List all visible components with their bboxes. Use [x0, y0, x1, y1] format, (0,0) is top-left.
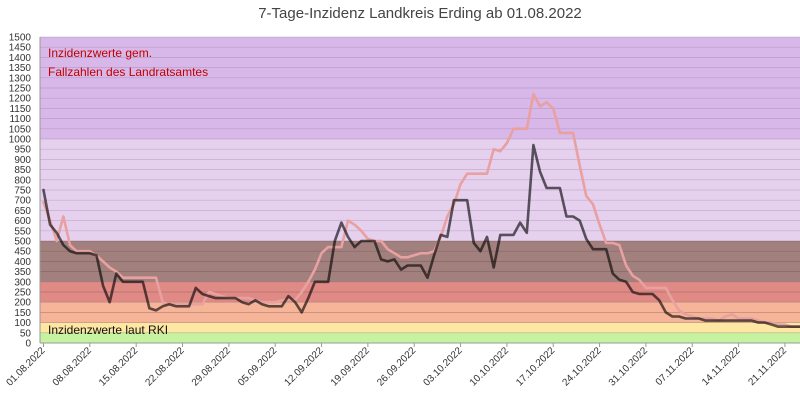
y-tick-label: 550: [14, 226, 31, 237]
x-tick-label: 07.11.2022: [654, 345, 697, 388]
y-tick-label: 50: [20, 328, 32, 339]
y-tick-label: 200: [14, 298, 31, 309]
x-tick-label: 01.08.2022: [4, 345, 47, 388]
y-tick-label: 1400: [9, 53, 32, 64]
y-tick-label: 600: [14, 216, 31, 227]
y-tick-label: 150: [14, 308, 31, 319]
y-tick-label: 950: [14, 145, 31, 156]
x-tick-label: 10.10.2022: [468, 345, 511, 388]
annotation-landratsamt-line1: Inzidenzwerte gem.: [48, 46, 152, 60]
x-tick-label: 12.09.2022: [282, 345, 325, 388]
series-line-rki: [42, 143, 800, 328]
y-tick-label: 1250: [9, 84, 32, 95]
y-tick-label: 1050: [9, 124, 32, 135]
annotation-landratsamt-line2: Fallzahlen des Landratsamtes: [48, 65, 208, 79]
y-tick-label: 700: [14, 196, 31, 207]
y-tick-label: 850: [14, 165, 31, 176]
y-tick-label: 100: [14, 318, 31, 329]
x-tick-label: 31.10.2022: [607, 345, 650, 388]
x-tick-label: 15.08.2022: [97, 345, 140, 388]
band-50-100: [40, 322, 800, 333]
chart-title: 7-Tage-Inzidenz Landkreis Erding ab 01.0…: [258, 5, 582, 22]
y-tick-label: 500: [14, 237, 31, 248]
y-tick-label: 1300: [9, 73, 32, 84]
x-tick-label: 14.11.2022: [700, 345, 743, 388]
band-500-1000: [40, 139, 800, 241]
x-tick-label: 08.08.2022: [51, 345, 94, 388]
y-tick-label: 750: [14, 186, 31, 197]
y-tick-label: 1450: [9, 43, 32, 54]
band-300-500: [40, 241, 800, 282]
y-tick-label: 1350: [9, 63, 32, 74]
y-tick-label: 1100: [9, 114, 31, 125]
annotation-rki: Inzidenzwerte laut RKI: [48, 323, 168, 337]
x-tick-label: 24.10.2022: [561, 345, 604, 388]
band-0-50: [40, 332, 800, 343]
y-tick-label: 350: [14, 267, 31, 278]
y-tick-label: 650: [14, 206, 31, 217]
x-tick-label: 29.08.2022: [190, 345, 233, 388]
band-1000-1500: [40, 37, 800, 139]
x-tick-label: 21.11.2022: [746, 345, 789, 388]
y-tick-label: 250: [14, 288, 31, 299]
band-100-200: [40, 302, 800, 323]
y-tick-label: 800: [14, 175, 31, 186]
y-tick-label: 450: [14, 247, 31, 258]
x-tick-label: 17.10.2022: [514, 345, 557, 388]
x-tick-label: 03.10.2022: [422, 345, 465, 388]
y-tick-label: 900: [14, 155, 31, 166]
x-tick-label: 19.09.2022: [329, 345, 372, 388]
y-tick-label: 1500: [9, 33, 32, 44]
y-tick-label: 1000: [9, 135, 32, 146]
x-tick-label: 26.09.2022: [375, 345, 418, 388]
y-tick-label: 0: [25, 339, 31, 350]
y-tick-label: 300: [14, 277, 31, 288]
x-tick-label: 05.09.2022: [236, 345, 279, 388]
y-tick-label: 1150: [9, 104, 31, 115]
x-tick-label: 22.08.2022: [143, 345, 186, 388]
y-tick-label: 400: [14, 257, 31, 268]
y-tick-label: 1200: [9, 94, 32, 105]
